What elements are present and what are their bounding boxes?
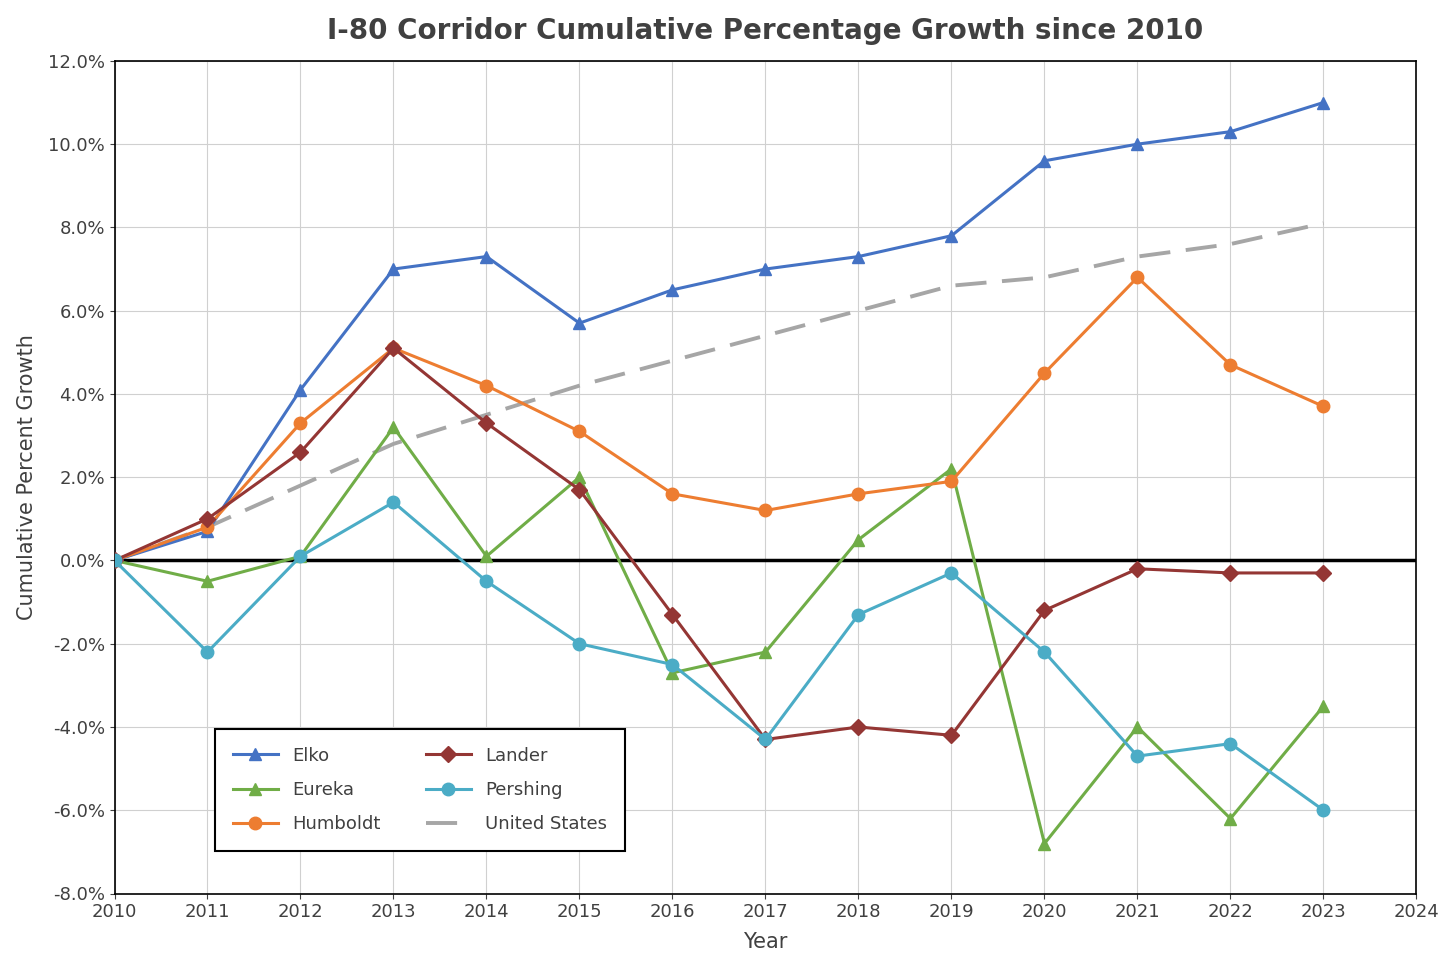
Y-axis label: Cumulative Percent Growth: Cumulative Percent Growth [16, 334, 36, 620]
United States [1222, 238, 1239, 250]
Lander [571, 484, 588, 495]
Pershing [1128, 750, 1146, 762]
Eureka [384, 422, 402, 433]
Humboldt [757, 505, 775, 516]
Elko [478, 251, 495, 263]
Pershing [757, 734, 775, 745]
Eureka [478, 550, 495, 562]
Humboldt [106, 554, 124, 566]
Elko [291, 384, 309, 395]
Eureka [757, 646, 775, 658]
Eureka [664, 667, 681, 678]
Humboldt [1035, 367, 1053, 379]
Humboldt [664, 488, 681, 500]
Line: Eureka: Eureka [108, 421, 1329, 850]
Eureka [291, 550, 309, 562]
Eureka [106, 554, 124, 566]
Humboldt [1315, 400, 1332, 412]
Humboldt [850, 488, 868, 500]
Eureka [199, 576, 217, 587]
Line: Pershing: Pershing [108, 496, 1329, 817]
Elko [384, 264, 402, 275]
Pershing [106, 554, 124, 566]
Elko [1315, 97, 1332, 109]
Elko [106, 554, 124, 566]
Lander [1222, 567, 1239, 578]
Lander [199, 513, 217, 524]
Humboldt [291, 418, 309, 429]
Eureka [1222, 813, 1239, 825]
Humboldt [1222, 359, 1239, 370]
Line: United States: United States [115, 223, 1324, 560]
United States [106, 554, 124, 566]
Humboldt [199, 521, 217, 533]
Eureka [1315, 701, 1332, 712]
Pershing [1315, 804, 1332, 816]
Eureka [571, 471, 588, 483]
Eureka [1035, 838, 1053, 850]
Title: I-80 Corridor Cumulative Percentage Growth since 2010: I-80 Corridor Cumulative Percentage Grow… [328, 16, 1204, 45]
Pershing [291, 550, 309, 562]
Humboldt [384, 342, 402, 354]
Humboldt [478, 380, 495, 391]
Elko [664, 284, 681, 296]
Lander [478, 418, 495, 429]
United States [1315, 217, 1332, 229]
Eureka [1128, 721, 1146, 733]
Elko [942, 230, 960, 241]
United States [384, 438, 402, 450]
Lander [291, 447, 309, 458]
Lander [664, 609, 681, 620]
Lander [106, 554, 124, 566]
Line: Elko: Elko [108, 96, 1329, 567]
Lander [1315, 567, 1332, 578]
United States [942, 280, 960, 292]
Pershing [1222, 737, 1239, 749]
Line: Lander: Lander [109, 343, 1329, 745]
Humboldt [1128, 271, 1146, 283]
Legend: Elko, Eureka, Humboldt, Lander, Pershing, United States: Elko, Eureka, Humboldt, Lander, Pershing… [214, 729, 626, 851]
Lander [1035, 605, 1053, 616]
Pershing [664, 659, 681, 671]
United States [571, 380, 588, 391]
Eureka [850, 534, 868, 546]
Elko [199, 525, 217, 537]
Elko [1222, 126, 1239, 138]
United States [850, 305, 868, 317]
Elko [1128, 139, 1146, 150]
Pershing [1035, 646, 1053, 658]
Elko [1035, 155, 1053, 167]
Elko [571, 317, 588, 328]
United States [757, 329, 775, 341]
United States [291, 480, 309, 491]
Pershing [850, 609, 868, 620]
Pershing [384, 496, 402, 508]
United States [1035, 271, 1053, 283]
Elko [757, 264, 775, 275]
Elko [850, 251, 868, 263]
Lander [757, 734, 775, 745]
Lander [942, 730, 960, 741]
Pershing [478, 576, 495, 587]
United States [199, 521, 217, 533]
Pershing [199, 646, 217, 658]
Eureka [942, 463, 960, 475]
Line: Humboldt: Humboldt [108, 271, 1329, 567]
United States [664, 355, 681, 366]
Lander [850, 721, 868, 733]
Lander [384, 342, 402, 354]
X-axis label: Year: Year [744, 932, 788, 953]
Humboldt [571, 425, 588, 437]
United States [1128, 251, 1146, 263]
Lander [1128, 563, 1146, 575]
Pershing [942, 567, 960, 578]
Humboldt [942, 476, 960, 487]
Pershing [571, 638, 588, 649]
United States [478, 409, 495, 421]
